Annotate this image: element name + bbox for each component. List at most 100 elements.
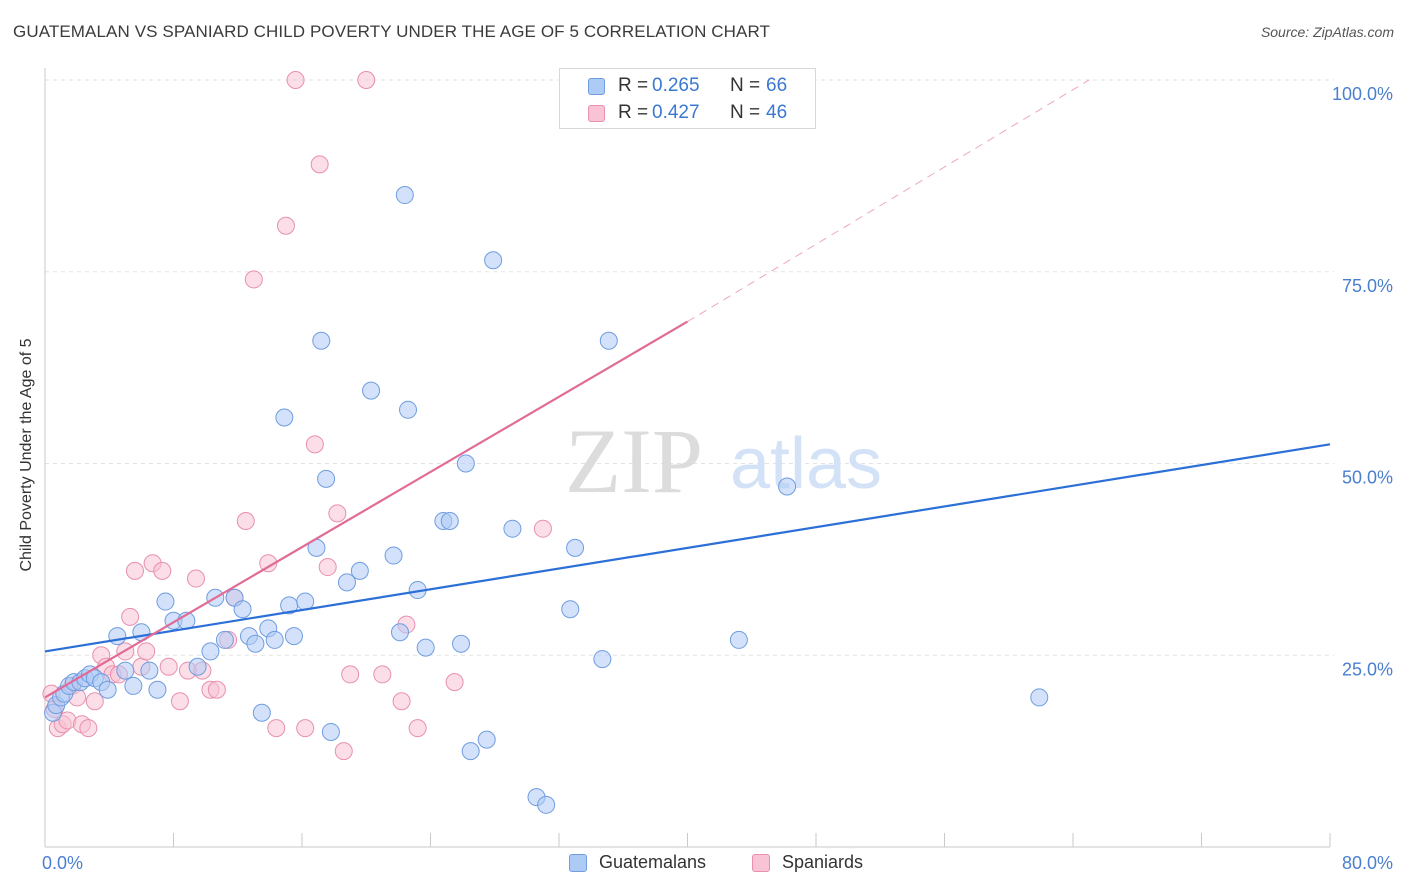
x-tick-label: 0.0% [42,853,83,873]
watermark-atlas: atlas [730,424,882,504]
spaniards-point [236,512,255,531]
legend-r-value: 0.265 [652,75,700,96]
guatemalans-point [156,592,175,611]
legend-n-label: N = [730,102,761,123]
guatemalans-point [275,408,294,427]
legend-swatch-pink [588,105,605,122]
legend-r-label: R = [618,75,649,96]
guatemalans-point [188,657,207,676]
spaniards-point [328,504,347,523]
legend-swatch-blue [588,78,605,95]
guatemalans-point [452,634,471,653]
watermark-zip: ZIP [565,410,703,512]
guatemalans-point [215,630,234,649]
y-tick-label: 100.0% [1332,84,1393,104]
trend-lines [44,79,1331,699]
guatemalans-point [140,661,159,680]
spaniards-point [341,665,360,684]
spaniards-point [153,561,172,580]
spaniards-point [445,673,464,692]
legend-r-label: R = [618,102,649,123]
spaniards-point [310,155,329,174]
chart-title: GUATEMALAN VS SPANIARD CHILD POVERTY UND… [13,22,771,41]
legend-n-label: N = [730,75,761,96]
guatemalans-point [561,600,580,619]
spaniards-point [373,665,392,684]
spaniards-point [85,692,104,711]
guatemalans-point [416,638,435,657]
source-credit: Source: ZipAtlas.com [1260,24,1394,40]
spaniards-point [392,692,411,711]
spaniards-point [79,719,98,738]
guatemalans-point [201,642,220,661]
guatemalans-point [116,661,135,680]
spaniards-point [186,569,205,588]
spaniards-point [121,607,140,626]
watermark: ZIP atlas [565,410,882,512]
tick-labels: 25.0% 50.0% 75.0% 100.0% 0.0% 80.0% [42,84,1393,873]
y-tick-label: 25.0% [1342,659,1393,679]
correlation-legend: R = 0.265 N = 66 R = 0.427 N = 46 [559,68,816,129]
guatemalans-point [395,186,414,205]
guatemalans-point [317,469,336,488]
bottom-legend-swatch-blue [569,854,587,872]
spaniards-point [334,742,353,761]
spaniards-point [318,558,337,577]
guatemalans-points [44,186,1049,814]
guatemalans-point [252,703,271,722]
bottom-legend-label: Guatemalans [599,852,707,872]
guatemalans-point [246,634,265,653]
guatemalans-point [350,561,369,580]
guatemalans-point [729,630,748,649]
x-tick-label: 80.0% [1342,853,1393,873]
guatemalans-point [566,538,585,557]
legend-r-value: 0.427 [652,102,700,123]
guatemalans-point [337,573,356,592]
spaniards-point [533,519,552,538]
guatemalans-point [148,680,167,699]
guatemalans-point [390,623,409,642]
guatemalans-point [124,676,143,695]
spaniards-point [357,71,376,89]
spaniards-point [276,216,295,235]
guatemalans-point [778,477,797,496]
spaniards-point [137,642,156,661]
guatemalans-point [321,722,340,741]
guatemalans-point [537,795,556,814]
legend-n-value: 66 [766,75,788,96]
spaniards-point [286,71,305,89]
spaniards-point [408,719,427,738]
spaniards-point [207,680,226,699]
spaniards-points [42,71,552,761]
guatemalans-point [362,381,381,400]
y-tick-label: 75.0% [1342,276,1393,296]
spaniards-point [244,270,263,289]
spaniards-point [267,719,286,738]
guatemalans-point [461,742,480,761]
guatemalans-point [108,627,127,646]
bottom-legend-label: Spaniards [782,852,864,872]
spaniards-point [159,657,178,676]
guatemalans-point [312,331,331,350]
guatemalans-point [484,251,503,270]
spaniards-point [296,719,315,738]
spaniards-point [305,435,324,454]
guatemalans-point [477,730,496,749]
axes [44,68,1331,848]
guatemalans-point [599,331,618,350]
guatemalans-point [284,627,303,646]
spaniards-trend-line [44,320,689,699]
guatemalans-point [503,519,522,538]
guatemalans-point [233,600,252,619]
spaniards-point [259,554,278,573]
guatemalans-point [384,546,403,565]
guatemalans-point [593,650,612,669]
guatemalans-point [399,400,418,419]
bottom-legend-swatch-pink [752,854,770,872]
guatemalans-point [98,680,117,699]
legend-n-value: 46 [766,102,788,123]
guatemalans-point [456,454,475,473]
spaniards-point [170,692,189,711]
guatemalans-trend-line [44,443,1331,653]
